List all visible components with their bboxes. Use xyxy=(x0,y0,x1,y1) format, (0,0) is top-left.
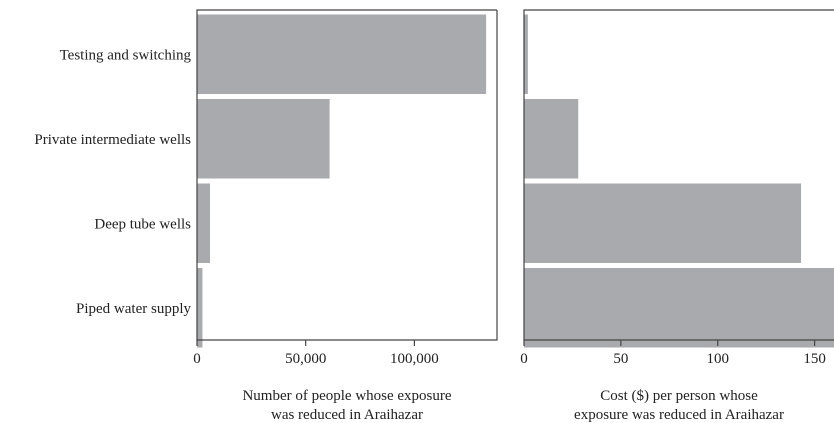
bar-people-1 xyxy=(197,14,487,94)
chart-cost-per-person: 0 50 100 150 Cost ($) per person whose exposu… xyxy=(520,9,834,423)
x-axis-title-line: Number of people whose exposure xyxy=(242,388,451,404)
bar-cost-2 xyxy=(524,99,579,179)
category-label: Testing and switching xyxy=(60,47,192,63)
plot-frame-cost xyxy=(523,9,834,341)
x-axis-title-line: was reduced in Araihazar xyxy=(271,407,423,423)
bar-people-2 xyxy=(197,99,330,179)
bar-people-3 xyxy=(197,183,211,263)
chart-people-reduced: Testing and switching Private intermediat… xyxy=(34,9,498,423)
category-label: Private intermediate wells xyxy=(34,132,191,148)
x-tick-label: 50,000 xyxy=(285,351,326,367)
category-label: Piped water supply xyxy=(76,301,191,317)
x-tick-label: 100,000 xyxy=(390,351,439,367)
x-tick-label: 100 xyxy=(707,351,730,367)
bar-cost-4 xyxy=(524,268,834,348)
x-tick-label: 50 xyxy=(613,351,628,367)
x-axis-title-line: Cost ($) per person whose xyxy=(600,388,758,404)
x-tick-label: 0 xyxy=(193,351,201,367)
bar-cost-3 xyxy=(524,183,802,263)
x-tick-label: 150 xyxy=(803,351,826,367)
bar-people-4 xyxy=(197,268,203,348)
x-tick-label: 0 xyxy=(520,351,528,367)
bar-cost-1 xyxy=(524,14,528,94)
x-axis-title-line: exposure was reduced in Araihazar xyxy=(574,407,784,423)
category-label: Deep tube wells xyxy=(94,216,191,232)
